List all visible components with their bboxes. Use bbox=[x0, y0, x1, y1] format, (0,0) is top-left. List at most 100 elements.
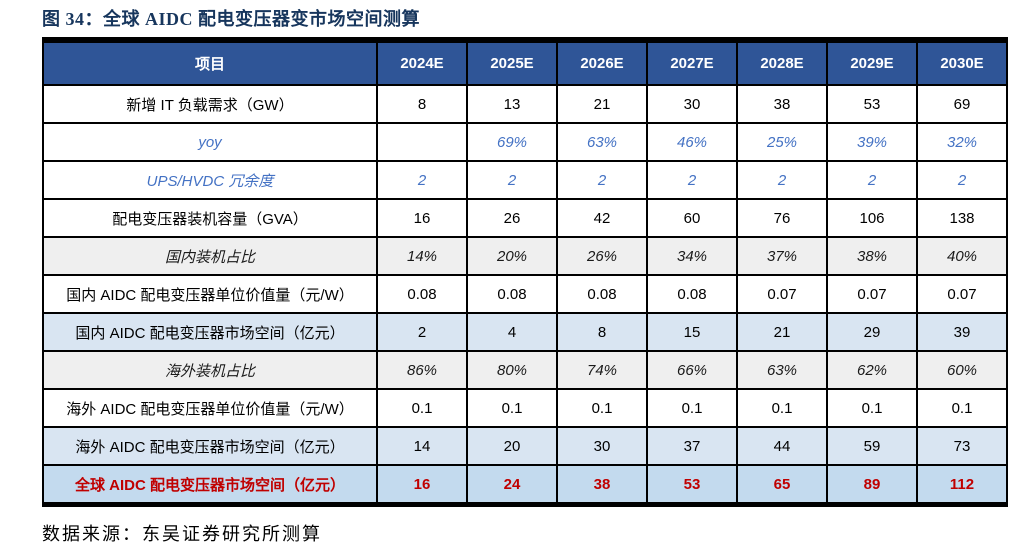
table-row: 新增 IT 负载需求（GW） 8 13 21 30 38 53 69 bbox=[42, 84, 1008, 124]
row-label: 国内装机占比 bbox=[42, 236, 378, 276]
cell-value: 2 bbox=[736, 160, 828, 200]
table-header-row: 项目 2024E 2025E 2026E 2027E 2028E 2029E 2030E bbox=[42, 41, 1008, 86]
cell-value: 59 bbox=[826, 426, 918, 466]
cell-value: 63% bbox=[556, 122, 648, 162]
cell-value: 15 bbox=[646, 312, 738, 352]
cell-value: 60 bbox=[646, 198, 738, 238]
data-table: 项目 2024E 2025E 2026E 2027E 2028E 2029E 2030E 新增… bbox=[42, 41, 1008, 504]
cell-value: 0.1 bbox=[826, 388, 918, 428]
cell-value: 106 bbox=[826, 198, 918, 238]
cell-value: 34% bbox=[646, 236, 738, 276]
column-header-year: 2024E bbox=[376, 41, 468, 86]
table-row: 海外 AIDC 配电变压器单位价值量（元/W） 0.1 0.1 0.1 0.1 0.1 0.… bbox=[42, 388, 1008, 428]
column-header-year: 2027E bbox=[646, 41, 738, 86]
cell-value: 25% bbox=[736, 122, 828, 162]
cell-value: 2 bbox=[646, 160, 738, 200]
row-label: 新增 IT 负载需求（GW） bbox=[42, 84, 378, 124]
cell-value: 2 bbox=[916, 160, 1008, 200]
cell-value: 0.07 bbox=[736, 274, 828, 314]
cell-value: 0.07 bbox=[916, 274, 1008, 314]
cell-value: 14% bbox=[376, 236, 468, 276]
cell-value: 76 bbox=[736, 198, 828, 238]
column-header-year: 2030E bbox=[916, 41, 1008, 86]
row-label: 海外 AIDC 配电变压器单位价值量（元/W） bbox=[42, 388, 378, 428]
cell-value: 39% bbox=[826, 122, 918, 162]
cell-value: 60% bbox=[916, 350, 1008, 390]
cell-value: 0.1 bbox=[466, 388, 558, 428]
cell-value: 86% bbox=[376, 350, 468, 390]
cell-value: 0.08 bbox=[646, 274, 738, 314]
cell-value: 20 bbox=[466, 426, 558, 466]
table-row: yoy 69% 63% 46% 25% 39% 32% bbox=[42, 122, 1008, 162]
cell-value: 42 bbox=[556, 198, 648, 238]
cell-value: 0.08 bbox=[466, 274, 558, 314]
row-label: 海外装机占比 bbox=[42, 350, 378, 390]
table-row: 配电变压器装机容量（GVA） 16 26 42 60 76 106 138 bbox=[42, 198, 1008, 238]
cell-value: 63% bbox=[736, 350, 828, 390]
cell-value: 46% bbox=[646, 122, 738, 162]
table-row: 国内 AIDC 配电变压器单位价值量（元/W） 0.08 0.08 0.08 0.08 0… bbox=[42, 274, 1008, 314]
cell-value: 2 bbox=[376, 160, 468, 200]
cell-value: 30 bbox=[646, 84, 738, 124]
cell-value: 16 bbox=[376, 464, 468, 504]
cell-value: 69 bbox=[916, 84, 1008, 124]
row-label: 配电变压器装机容量（GVA） bbox=[42, 198, 378, 238]
table-row: 国内装机占比 14% 20% 26% 34% 37% 38% 40% bbox=[42, 236, 1008, 276]
table-row: 全球 AIDC 配电变压器市场空间（亿元） 16 24 38 53 65 89 112 bbox=[42, 464, 1008, 504]
cell-value: 2 bbox=[376, 312, 468, 352]
market-estimation-table: 项目 2024E 2025E 2026E 2027E 2028E 2029E 2030E 新增… bbox=[42, 37, 1008, 507]
cell-value: 21 bbox=[556, 84, 648, 124]
cell-value: 13 bbox=[466, 84, 558, 124]
cell-value: 0.07 bbox=[826, 274, 918, 314]
cell-value: 0.08 bbox=[376, 274, 468, 314]
cell-value: 8 bbox=[376, 84, 468, 124]
cell-value: 53 bbox=[646, 464, 738, 504]
row-label: 国内 AIDC 配电变压器市场空间（亿元） bbox=[42, 312, 378, 352]
cell-value: 112 bbox=[916, 464, 1008, 504]
row-label: yoy bbox=[42, 122, 378, 162]
cell-value: 2 bbox=[466, 160, 558, 200]
cell-value: 89 bbox=[826, 464, 918, 504]
cell-value: 30 bbox=[556, 426, 648, 466]
table-row: 国内 AIDC 配电变压器市场空间（亿元） 2 4 8 15 21 29 39 bbox=[42, 312, 1008, 352]
row-label: UPS/HVDC 冗余度 bbox=[42, 160, 378, 200]
cell-value: 16 bbox=[376, 198, 468, 238]
cell-value: 2 bbox=[556, 160, 648, 200]
cell-value: 0.08 bbox=[556, 274, 648, 314]
cell-value: 138 bbox=[916, 198, 1008, 238]
cell-value: 37% bbox=[736, 236, 828, 276]
column-header-year: 2025E bbox=[466, 41, 558, 86]
row-label: 海外 AIDC 配电变压器市场空间（亿元） bbox=[42, 426, 378, 466]
cell-value: 26% bbox=[556, 236, 648, 276]
row-label: 全球 AIDC 配电变压器市场空间（亿元） bbox=[42, 464, 378, 504]
cell-value bbox=[376, 122, 468, 162]
column-header-year: 2026E bbox=[556, 41, 648, 86]
cell-value: 73 bbox=[916, 426, 1008, 466]
row-label: 国内 AIDC 配电变压器单位价值量（元/W） bbox=[42, 274, 378, 314]
table-row: 海外装机占比 86% 80% 74% 66% 63% 62% 60% bbox=[42, 350, 1008, 390]
cell-value: 62% bbox=[826, 350, 918, 390]
column-header-item: 项目 bbox=[42, 41, 378, 86]
column-header-year: 2028E bbox=[736, 41, 828, 86]
cell-value: 2 bbox=[826, 160, 918, 200]
cell-value: 26 bbox=[466, 198, 558, 238]
cell-value: 38 bbox=[736, 84, 828, 124]
cell-value: 40% bbox=[916, 236, 1008, 276]
cell-value: 38% bbox=[826, 236, 918, 276]
cell-value: 69% bbox=[466, 122, 558, 162]
cell-value: 24 bbox=[466, 464, 558, 504]
cell-value: 29 bbox=[826, 312, 918, 352]
table-row: 海外 AIDC 配电变压器市场空间（亿元） 14 20 30 37 44 59 73 bbox=[42, 426, 1008, 466]
cell-value: 0.1 bbox=[646, 388, 738, 428]
cell-value: 0.1 bbox=[736, 388, 828, 428]
cell-value: 80% bbox=[466, 350, 558, 390]
cell-value: 4 bbox=[466, 312, 558, 352]
table-row: UPS/HVDC 冗余度 2 2 2 2 2 2 2 bbox=[42, 160, 1008, 200]
cell-value: 53 bbox=[826, 84, 918, 124]
cell-value: 20% bbox=[466, 236, 558, 276]
cell-value: 74% bbox=[556, 350, 648, 390]
cell-value: 39 bbox=[916, 312, 1008, 352]
cell-value: 32% bbox=[916, 122, 1008, 162]
cell-value: 66% bbox=[646, 350, 738, 390]
